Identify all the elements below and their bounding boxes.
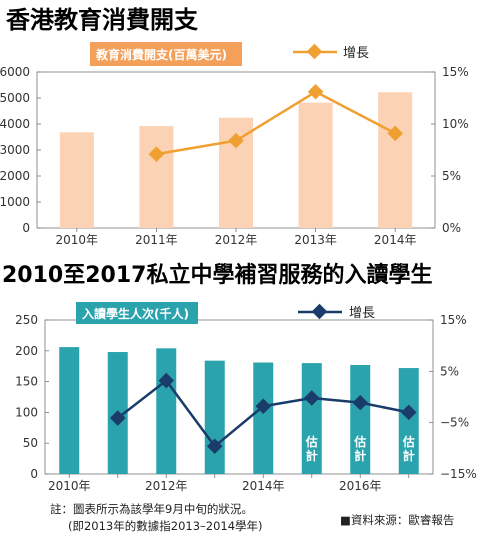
chart1-left-tick-label: 5000: [0, 91, 30, 105]
chart2-bar-label: 計: [403, 448, 415, 463]
chart1-title: 香港教育消費開支: [6, 6, 199, 34]
chart1-growth-line: [156, 90, 396, 156]
chart2-left-tick-label: 100: [15, 405, 38, 419]
chart1-legend-label: 增長: [343, 46, 369, 61]
chart2-series-label-box: [76, 302, 198, 324]
chart2-bar: [59, 347, 80, 474]
chart1-right-tick-label: 10%: [442, 117, 469, 131]
chart2-growth-point: [158, 372, 175, 389]
chart1-left-tick-label: 1000: [0, 195, 30, 209]
chart2-x-tick-label: 2010年: [48, 479, 91, 493]
chart1-growth-point: [307, 83, 324, 100]
chart2-x-tick-label: 2012年: [145, 479, 188, 493]
chart2-bar-label: 計: [306, 448, 318, 463]
chart2-legend-label: 增長: [349, 306, 375, 321]
chart2-bar-label: 估: [402, 434, 415, 449]
chart1-bar: [298, 102, 333, 228]
chart1-x-tick-label: 2014年: [374, 233, 417, 247]
chart2-bar: [398, 368, 419, 474]
chart2-bar-label: 計: [354, 448, 366, 463]
chart2-right-tick-label: −15%: [440, 467, 477, 481]
chart1-left-tick-label: 0: [22, 221, 30, 235]
chart1-x-tick-label: 2010年: [56, 233, 99, 247]
chart2-plot-frame: [44, 319, 434, 475]
chart1-legend-marker: [306, 43, 323, 60]
chart1-bar: [378, 92, 413, 228]
chart1-x-tick-label: 2012年: [215, 233, 258, 247]
chart2-bar-label: 估: [353, 434, 366, 449]
footnote-line1: 註：圖表所示為該學年9月中旬的狀況。: [50, 502, 253, 516]
chart1-left-tick-label: 4000: [0, 117, 30, 131]
chart2-bar: [156, 348, 177, 474]
footnote-line2: (即2013年的數據指2013–2014學年): [68, 519, 263, 533]
chart1-series-label-box: [90, 42, 242, 66]
chart1-growth-point: [228, 132, 244, 149]
chart2-bar-label: 估: [305, 434, 318, 449]
chart2-left-tick-label: 50: [23, 436, 38, 450]
chart1-bar: [59, 132, 94, 228]
chart2-x-tick-label: 2016年: [339, 479, 382, 493]
chart1-right-tick-label: 15%: [442, 65, 469, 79]
chart1-left-tick-label: 3000: [0, 143, 30, 157]
chart1-right-tick-label: 5%: [442, 169, 461, 183]
chart2-bar: [204, 360, 225, 474]
chart1-x-tick-label: 2013年: [294, 233, 337, 247]
chart1: 教育消費開支(百萬美元) 增長 6000 5000 4000 3000 2000 1000…: [0, 42, 469, 247]
chart2-left-tick-label: 0: [30, 467, 38, 481]
chart2-right-tick-label: 5%: [440, 364, 459, 378]
chart2-x-tick-label: 2014年: [242, 479, 285, 493]
chart1-left-tick-label: 6000: [0, 65, 30, 79]
chart2-bar: [350, 364, 371, 474]
chart2-right-tick-label: 15%: [440, 313, 467, 327]
chart1-bar: [139, 126, 174, 228]
chart2-left-tick-label: 150: [15, 375, 38, 389]
chart2-bar: [301, 363, 322, 474]
source-note: ■資料來源：歐睿報告: [340, 513, 454, 527]
chart1-growth-point: [148, 146, 165, 162]
chart1-left-tick-label: 2000: [0, 169, 30, 183]
chart2-series-label: 入讀學生人次(千人): [82, 306, 189, 321]
chart1-series-label: 教育消費開支(百萬美元): [95, 47, 227, 62]
chart2-left-tick-label: 250: [15, 313, 38, 327]
chart2-growth-point: [206, 438, 223, 455]
chart2-legend-marker: [311, 303, 328, 320]
chart2: 入讀學生人次(千人) 增長 250 200 150 100 50 0 15% 5% −5% −15…: [15, 302, 477, 493]
chart2-right-tick-label: −5%: [440, 416, 469, 430]
chart2-title: 2010至2017私立中學補習服務的入讀學生: [2, 262, 432, 288]
chart2-bar: [253, 362, 274, 474]
chart1-right-tick-label: 0%: [442, 221, 461, 235]
chart2-left-tick-label: 200: [15, 344, 38, 358]
chart1-x-tick-label: 2011年: [135, 233, 178, 247]
